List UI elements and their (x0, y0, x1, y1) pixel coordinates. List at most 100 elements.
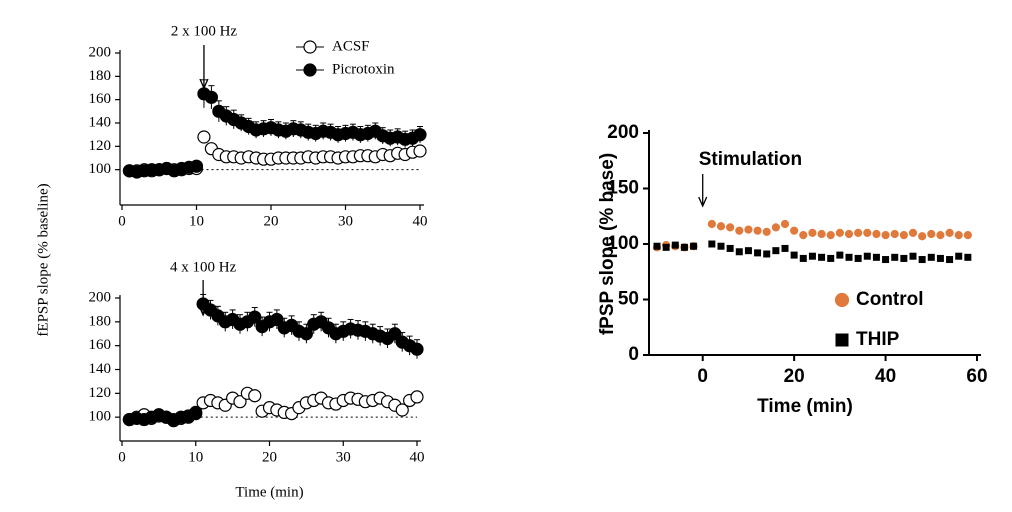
data-point (716, 222, 726, 231)
data-point (827, 254, 835, 262)
x-tick-label: 0 (118, 449, 126, 465)
legend-marker (303, 40, 317, 54)
x-tick-label: 20 (264, 213, 279, 229)
data-point (854, 228, 863, 237)
y-tick-label: 200 (89, 44, 112, 60)
data-point (909, 252, 917, 260)
data-point (410, 342, 424, 356)
data-point (908, 228, 918, 237)
legend-marker (834, 292, 850, 308)
y-tick-label: 180 (89, 313, 112, 329)
x-tick-label: 30 (336, 449, 351, 465)
data-point (881, 231, 890, 240)
data-point (936, 254, 944, 262)
data-point (818, 253, 826, 261)
data-point (836, 251, 844, 259)
annotation: Stimulation (699, 149, 802, 170)
annotation: 2 x 100 Hz (171, 23, 238, 39)
y-tick-label: 140 (89, 361, 112, 377)
arrow-head (698, 196, 708, 208)
data-point (189, 405, 203, 419)
y-tick-label: 0 (628, 344, 639, 365)
data-point (854, 254, 862, 262)
y-tick-label: 100 (607, 233, 639, 254)
data-point (790, 251, 798, 259)
data-point (927, 253, 935, 261)
data-point (808, 228, 817, 237)
y-tick-label: 120 (89, 138, 112, 154)
data-point (872, 229, 881, 239)
y-axis-label: fPSP slope (% base) (597, 153, 618, 335)
y-tick-label: 100 (89, 161, 112, 177)
data-point (936, 231, 945, 240)
x-tick-label: 20 (262, 449, 277, 465)
data-point (413, 144, 427, 158)
y-tick-label: 200 (607, 122, 639, 143)
data-point (717, 242, 725, 250)
data-point (197, 130, 211, 144)
data-point (707, 219, 716, 229)
data-point (954, 231, 963, 240)
data-point (899, 231, 908, 240)
data-point (744, 247, 752, 255)
x-tick-label: 10 (189, 213, 204, 229)
data-point (680, 243, 688, 251)
x-axis-label: Time (min) (757, 396, 853, 417)
x-tick-label: 60 (966, 366, 987, 387)
legend-marker (835, 333, 849, 347)
data-point (955, 252, 963, 260)
data-point (248, 389, 262, 403)
data-point (299, 327, 313, 341)
x-tick-label: 20 (784, 366, 805, 387)
data-point (763, 250, 771, 258)
x-tick-label: 10 (188, 449, 203, 465)
x-tick-label: 40 (410, 449, 425, 465)
data-point (189, 159, 204, 173)
panel-bottom-left: 100 120 140 160 180 200 0 10 20 30 40 Time (min) 4 x… (89, 259, 425, 500)
legend-label: THIP (856, 329, 900, 350)
data-point (708, 240, 716, 248)
data-point (204, 90, 218, 104)
data-point (790, 226, 799, 235)
annotation: 4 x 100 Hz (170, 259, 237, 275)
data-point (744, 225, 753, 234)
data-point (690, 242, 698, 250)
data-point (735, 248, 743, 256)
y-tick-label: 160 (89, 337, 112, 353)
legend-label: ACSF (332, 38, 370, 54)
x-tick-label: 30 (338, 213, 353, 229)
data-point (946, 256, 954, 264)
data-point (817, 229, 826, 239)
legend-label: Picrotoxin (332, 61, 395, 77)
data-point (808, 252, 816, 260)
y-tick-label: 50 (618, 289, 639, 310)
x-axis-label: Time (min) (235, 484, 303, 500)
y-tick-label: 100 (89, 409, 112, 425)
data-point (927, 229, 936, 239)
data-point (772, 247, 780, 255)
data-point (753, 226, 762, 235)
data-point (662, 243, 670, 251)
data-point (863, 252, 871, 260)
y-tick-label: 180 (89, 68, 112, 84)
x-tick-label: 0 (697, 366, 708, 387)
data-point (735, 226, 744, 235)
data-point (799, 231, 808, 240)
data-point (863, 228, 872, 237)
y-tick-label: 150 (607, 178, 639, 199)
data-point (918, 232, 927, 241)
data-point (780, 219, 790, 229)
data-point (900, 254, 908, 262)
data-point (964, 253, 972, 261)
data-point (872, 253, 880, 261)
data-point (771, 223, 780, 232)
data-point (410, 390, 424, 404)
legend-marker (303, 63, 317, 77)
x-tick-label: 40 (413, 213, 428, 229)
data-point (882, 256, 890, 264)
data-point (413, 128, 427, 142)
data-point (918, 256, 926, 264)
x-tick-label: 40 (875, 366, 896, 387)
